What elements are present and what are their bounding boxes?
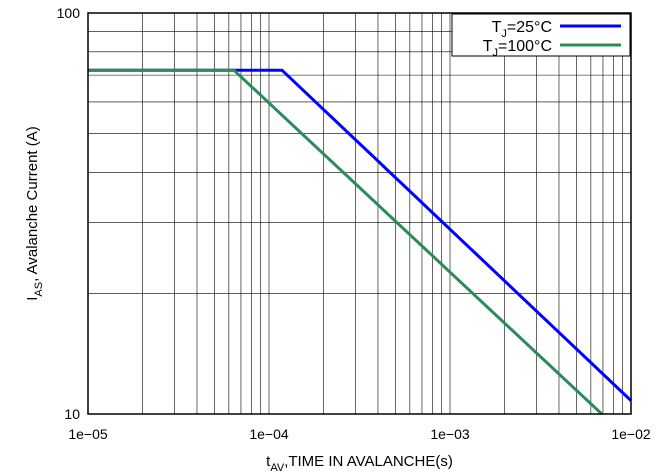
axis-ticks: 1e−05 1e−04 1e−03 1e−02 10 100 <box>57 5 651 442</box>
series-line-0 <box>88 68 633 402</box>
legend-label-25c: TJ=25°C <box>492 19 552 40</box>
x-axis-label: tAV,TIME IN AVALANCHE(s) <box>266 453 453 474</box>
legend: TJ=25°C TJ=100°C <box>451 13 631 59</box>
x-tick-label: 1e−05 <box>68 426 108 442</box>
y-axis-label: IAS, Avalanche Current (A) <box>24 126 45 301</box>
legend-label-100c: TJ=100°C <box>483 38 552 59</box>
legend-box <box>451 13 631 57</box>
x-tick-label: 1e−04 <box>249 426 289 442</box>
plot-frame <box>87 12 632 415</box>
x-tick-label: 1e−03 <box>430 426 470 442</box>
y-tick-label: 10 <box>64 406 80 422</box>
grid <box>88 13 631 414</box>
data-lines <box>88 68 633 416</box>
x-tick-label: 1e−02 <box>611 426 651 442</box>
y-tick-label: 100 <box>57 5 81 21</box>
series-line-1 <box>88 68 603 416</box>
